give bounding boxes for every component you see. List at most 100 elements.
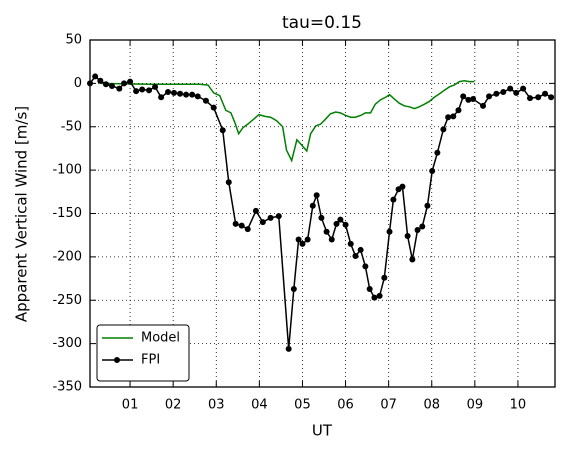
x-tick-label: 01 xyxy=(122,398,139,413)
data-point xyxy=(419,223,426,230)
data-point xyxy=(133,88,140,95)
x-tick-label: 04 xyxy=(251,398,268,413)
data-point xyxy=(165,89,172,96)
data-point xyxy=(189,91,196,98)
plot-frame xyxy=(89,39,556,388)
data-point xyxy=(414,226,421,233)
x-tick-label: 02 xyxy=(165,398,182,413)
data-point xyxy=(290,285,297,292)
data-point xyxy=(500,89,507,96)
data-point xyxy=(386,228,393,235)
data-point xyxy=(409,256,416,263)
data-point xyxy=(309,202,316,209)
data-point xyxy=(357,246,364,253)
data-point xyxy=(219,127,226,134)
data-point xyxy=(232,220,239,227)
data-point xyxy=(404,233,411,240)
data-point xyxy=(486,93,493,100)
data-point xyxy=(399,183,406,190)
x-tick-label: 09 xyxy=(467,398,484,413)
data-point xyxy=(390,196,397,203)
legend-label: FPI xyxy=(141,353,160,368)
data-point xyxy=(337,216,344,223)
data-point xyxy=(177,90,184,97)
x-tick-label: 08 xyxy=(423,398,440,413)
x-tick-label: 05 xyxy=(294,398,311,413)
data-point xyxy=(152,83,159,90)
data-point xyxy=(238,222,245,229)
legend-box xyxy=(96,324,190,382)
data-point xyxy=(121,80,128,87)
data-point xyxy=(304,236,311,243)
data-point xyxy=(376,292,383,299)
x-axis-label: UT xyxy=(312,422,333,440)
data-point xyxy=(465,96,472,103)
data-point xyxy=(342,221,349,228)
data-point xyxy=(275,213,282,220)
data-point xyxy=(333,220,340,227)
x-tick-label: 10 xyxy=(510,398,527,413)
data-point xyxy=(371,294,378,301)
data-point xyxy=(445,114,452,121)
x-tick-label: 03 xyxy=(208,398,225,413)
data-point xyxy=(183,91,190,98)
data-point xyxy=(210,104,217,111)
data-point xyxy=(513,89,520,96)
data-point xyxy=(440,126,447,133)
data-point xyxy=(455,107,462,114)
data-point xyxy=(158,94,165,101)
data-point xyxy=(352,253,359,260)
data-point xyxy=(139,86,146,93)
data-point xyxy=(527,95,534,102)
data-point xyxy=(225,179,232,186)
y-tick-label: 50 xyxy=(65,33,82,48)
data-point xyxy=(480,102,487,109)
series-line xyxy=(89,75,552,349)
x-tick-label: 07 xyxy=(380,398,397,413)
data-point xyxy=(267,214,274,221)
data-point xyxy=(259,219,266,226)
data-point xyxy=(318,214,325,221)
data-point xyxy=(347,240,354,247)
data-point xyxy=(171,89,178,96)
data-point xyxy=(470,95,477,102)
y-axis-label: Apparent Vertical Wind [m/s] xyxy=(13,106,31,322)
data-point xyxy=(366,285,373,292)
data-point xyxy=(328,236,335,243)
legend-marker xyxy=(114,357,120,363)
data-point xyxy=(323,228,330,235)
data-point xyxy=(244,226,251,233)
data-point xyxy=(108,82,115,89)
y-tick-label: 0 xyxy=(74,76,82,91)
data-point xyxy=(116,85,123,92)
data-point xyxy=(285,345,292,352)
y-tick-label: -50 xyxy=(61,119,82,134)
data-point xyxy=(127,78,134,85)
data-point xyxy=(92,73,99,80)
data-point xyxy=(542,90,549,97)
data-point xyxy=(381,274,388,281)
y-tick-label: -150 xyxy=(52,206,82,221)
data-point xyxy=(429,167,436,174)
y-tick-label: -200 xyxy=(52,249,82,264)
data-point xyxy=(520,85,527,92)
data-point xyxy=(507,85,514,92)
y-tick-label: -100 xyxy=(52,163,82,178)
data-point xyxy=(202,97,209,104)
data-point xyxy=(146,87,153,94)
x-tick-label: 06 xyxy=(337,398,354,413)
data-point xyxy=(299,240,306,247)
series-line xyxy=(100,80,475,163)
data-point xyxy=(450,113,457,120)
data-point xyxy=(434,149,441,156)
data-point xyxy=(102,81,109,88)
y-tick-label: -350 xyxy=(52,380,82,395)
data-point xyxy=(548,94,555,101)
data-point xyxy=(493,90,500,97)
data-point xyxy=(362,263,369,270)
data-point xyxy=(97,77,104,84)
data-point xyxy=(295,236,302,243)
y-tick-label: -250 xyxy=(52,293,82,308)
data-point xyxy=(535,94,542,101)
